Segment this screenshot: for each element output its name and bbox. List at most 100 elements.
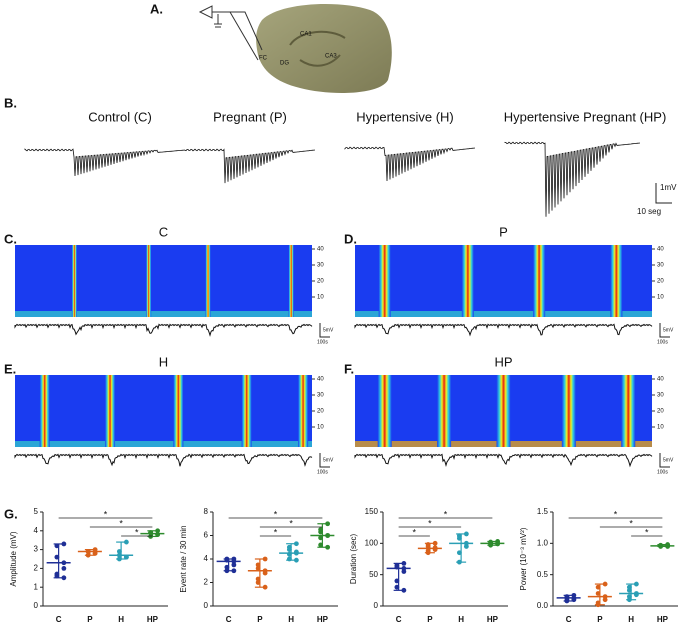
data-point — [658, 544, 664, 549]
y-tick-label: 4 — [34, 526, 39, 535]
freq-tick-label: 40 — [317, 247, 324, 253]
y-axis-label: Event rate / 30 min — [179, 525, 188, 592]
hippocampus — [289, 30, 346, 67]
scale-label: 5mV — [663, 327, 674, 333]
x-tick-label: HP — [657, 615, 669, 624]
trace-title: Control (C) — [88, 109, 152, 124]
freq-tick-label: 20 — [317, 279, 324, 285]
panel-label: F. — [344, 361, 354, 376]
x-tick-label: P — [257, 615, 263, 624]
data-point — [595, 602, 601, 608]
trace-title: Hypertensive Pregnant (HP) — [504, 109, 667, 124]
data-point — [116, 556, 122, 562]
x-tick-label: C — [56, 615, 62, 624]
data-point — [325, 544, 331, 550]
burst — [39, 375, 50, 447]
freq-tick-label: 20 — [317, 409, 324, 415]
data-point — [626, 597, 632, 603]
low-band — [15, 311, 312, 317]
trace — [354, 453, 653, 468]
y-axis-label: Amplitude (mV) — [9, 531, 18, 586]
freq-tick-label: 10 — [317, 295, 324, 301]
y-tick-label: 2 — [34, 564, 39, 573]
data-point — [116, 552, 122, 558]
trace — [14, 453, 313, 467]
trace — [354, 323, 653, 337]
x-tick-label: H — [458, 615, 464, 624]
data-point — [92, 550, 98, 556]
freq-tick-label: 40 — [657, 247, 664, 253]
burst — [610, 245, 623, 317]
data-point — [318, 542, 324, 548]
data-point — [463, 531, 469, 537]
data-point — [231, 562, 237, 568]
region-label: DG — [280, 61, 289, 67]
electrode — [198, 5, 263, 61]
scale-label: 100s — [317, 469, 328, 475]
x-tick-label: P — [87, 615, 93, 624]
panel-label: D. — [344, 231, 357, 246]
y-tick-label: 6 — [204, 531, 209, 540]
panel-label: B. — [4, 95, 17, 110]
panel-label: G. — [4, 506, 18, 521]
trace-title: Pregnant (P) — [213, 109, 287, 124]
data-point — [325, 521, 331, 527]
data-point — [262, 570, 268, 576]
spectrogram-title: HP — [494, 354, 512, 369]
data-point — [123, 539, 129, 545]
significance-label: * — [629, 518, 633, 528]
data-point — [54, 554, 60, 560]
freq-tick-label: 30 — [317, 263, 324, 269]
y-tick-label: 3 — [34, 545, 39, 554]
burst — [377, 375, 392, 447]
trace — [344, 146, 476, 182]
y-tick-label: 0 — [374, 601, 379, 610]
significance-label: * — [412, 527, 416, 537]
trace-title: Hypertensive (H) — [356, 109, 454, 124]
burst — [496, 375, 511, 447]
data-point — [286, 547, 292, 552]
data-point — [262, 556, 268, 562]
spectrogram-title: C — [159, 224, 168, 239]
panel-label: E. — [4, 361, 16, 376]
data-point — [318, 535, 324, 541]
spectrogram-title: H — [159, 354, 168, 369]
x-tick-label: P — [597, 615, 603, 624]
y-tick-label: 50 — [369, 570, 378, 579]
freq-tick-label: 10 — [317, 425, 324, 431]
scale-label: 5mV — [323, 327, 334, 333]
data-point — [293, 557, 299, 563]
data-point — [231, 558, 237, 564]
scale-bar — [319, 323, 330, 338]
x-tick-label: P — [427, 615, 433, 624]
x-tick-label: HP — [317, 615, 329, 624]
significance-label: * — [274, 527, 278, 537]
data-point — [394, 584, 400, 590]
y-tick-label: 8 — [204, 507, 209, 516]
data-point — [456, 535, 462, 541]
data-point — [456, 550, 462, 556]
significance-label: * — [104, 509, 108, 519]
y-tick-label: 0.5 — [537, 570, 549, 579]
significance-label: * — [119, 518, 123, 528]
scale-bar — [319, 453, 330, 468]
data-point — [394, 578, 400, 584]
data-point — [61, 566, 67, 571]
data-point — [602, 581, 608, 587]
freq-tick-label: 30 — [657, 393, 664, 399]
data-point — [54, 543, 60, 549]
burst — [378, 245, 391, 317]
data-point — [262, 584, 268, 590]
trace — [504, 141, 641, 217]
data-point — [155, 528, 161, 534]
y-tick-label: 0 — [204, 601, 209, 610]
x-tick-label: H — [628, 615, 634, 624]
data-point — [488, 542, 494, 548]
burst — [298, 375, 309, 447]
freq-tick-label: 30 — [317, 393, 324, 399]
data-point — [54, 573, 60, 579]
data-point — [665, 544, 671, 549]
data-point — [85, 552, 91, 558]
data-point — [564, 598, 570, 604]
x-tick-label: H — [118, 615, 124, 624]
